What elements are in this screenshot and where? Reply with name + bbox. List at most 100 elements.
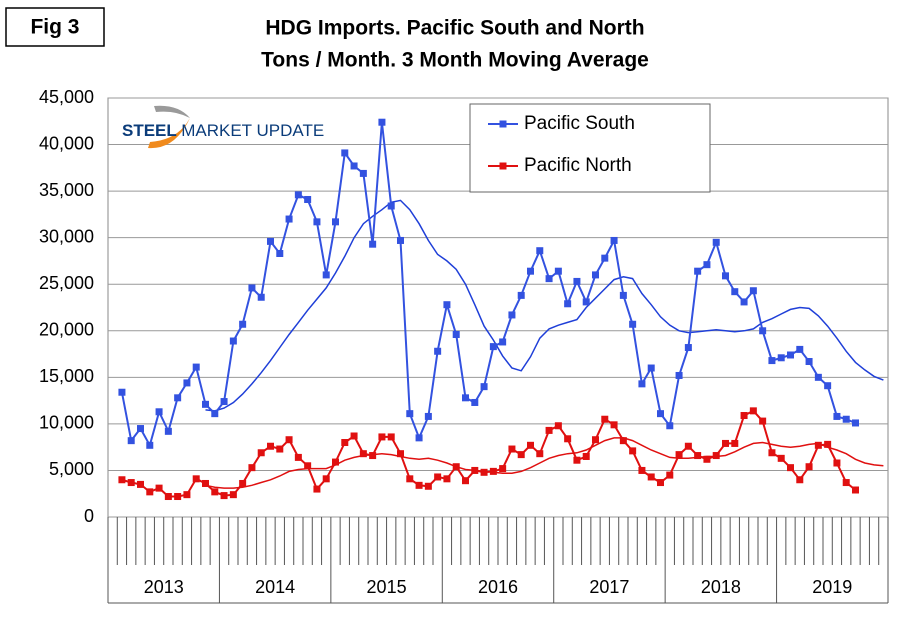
marker bbox=[833, 459, 841, 467]
marker bbox=[592, 436, 599, 444]
marker bbox=[202, 400, 209, 408]
marker bbox=[824, 382, 832, 390]
marker bbox=[842, 479, 850, 487]
logo-text-b: MARKET UPDATE bbox=[181, 121, 324, 140]
marker bbox=[285, 215, 293, 223]
marker bbox=[768, 449, 776, 457]
marker bbox=[796, 345, 804, 353]
marker bbox=[443, 301, 451, 309]
marker bbox=[480, 383, 488, 391]
y-tick-label: 40,000 bbox=[39, 133, 94, 153]
marker bbox=[777, 454, 785, 462]
y-tick-label: 30,000 bbox=[39, 226, 94, 246]
marker bbox=[220, 398, 228, 406]
marker bbox=[740, 298, 748, 306]
marker bbox=[304, 462, 312, 470]
marker bbox=[545, 426, 553, 434]
marker bbox=[499, 465, 507, 473]
year-label: 2013 bbox=[144, 577, 184, 597]
marker bbox=[406, 410, 414, 418]
marker bbox=[787, 351, 794, 359]
y-tick-label: 0 bbox=[84, 506, 94, 526]
marker bbox=[508, 445, 516, 453]
logo-swoosh-2 bbox=[154, 105, 190, 118]
marker bbox=[332, 458, 339, 466]
marker bbox=[814, 441, 822, 449]
marker bbox=[462, 394, 469, 402]
marker bbox=[378, 118, 386, 126]
marker bbox=[508, 311, 516, 319]
marker bbox=[814, 373, 822, 381]
marker bbox=[397, 236, 404, 244]
marker bbox=[211, 410, 219, 418]
marker bbox=[740, 412, 748, 420]
marker bbox=[137, 480, 144, 488]
marker bbox=[313, 485, 321, 493]
marker bbox=[257, 293, 265, 301]
marker bbox=[239, 320, 247, 328]
marker bbox=[229, 491, 237, 499]
marker bbox=[155, 408, 163, 416]
marker bbox=[638, 380, 646, 388]
marker bbox=[183, 491, 191, 499]
marker bbox=[647, 473, 655, 481]
marker bbox=[174, 394, 182, 402]
marker bbox=[629, 320, 637, 328]
marker bbox=[220, 492, 228, 500]
marker bbox=[489, 467, 497, 475]
marker bbox=[434, 473, 442, 481]
marker bbox=[118, 476, 126, 484]
marker bbox=[359, 169, 367, 177]
marker bbox=[174, 493, 182, 501]
marker bbox=[675, 371, 683, 379]
year-label: 2016 bbox=[478, 577, 518, 597]
marker bbox=[638, 466, 646, 474]
marker bbox=[378, 433, 386, 441]
marker bbox=[183, 379, 191, 387]
year-label: 2014 bbox=[255, 577, 295, 597]
figure-label-box bbox=[5, 7, 105, 47]
marker bbox=[127, 437, 135, 445]
marker bbox=[545, 275, 553, 283]
marker bbox=[341, 149, 349, 157]
year-label: 2019 bbox=[812, 577, 852, 597]
y-tick-label: 45,000 bbox=[39, 87, 94, 107]
marker bbox=[564, 300, 572, 308]
marker bbox=[285, 436, 293, 444]
y-tick-label: 15,000 bbox=[39, 366, 94, 386]
marker bbox=[722, 439, 729, 447]
y-tick-label: 25,000 bbox=[39, 273, 94, 293]
marker bbox=[536, 247, 544, 255]
marker bbox=[787, 464, 794, 472]
marker bbox=[443, 475, 451, 483]
marker bbox=[703, 261, 711, 269]
marker bbox=[564, 435, 572, 443]
marker bbox=[164, 493, 172, 501]
marker bbox=[684, 344, 692, 352]
legend-label: Pacific South bbox=[524, 113, 635, 134]
marker bbox=[471, 466, 479, 474]
marker bbox=[573, 456, 581, 464]
marker bbox=[480, 468, 488, 476]
marker bbox=[527, 441, 534, 449]
marker bbox=[267, 442, 274, 450]
y-tick-label: 35,000 bbox=[39, 180, 94, 200]
marker bbox=[722, 272, 729, 280]
marker bbox=[137, 425, 144, 433]
marker bbox=[341, 439, 349, 447]
trend-line bbox=[205, 199, 884, 412]
marker bbox=[424, 482, 432, 490]
marker bbox=[387, 433, 395, 441]
marker bbox=[554, 267, 562, 275]
marker bbox=[127, 479, 135, 487]
marker bbox=[304, 195, 312, 203]
marker bbox=[248, 464, 256, 472]
marker bbox=[322, 271, 330, 279]
marker bbox=[313, 218, 321, 226]
marker bbox=[712, 452, 720, 460]
marker bbox=[852, 419, 859, 427]
marker bbox=[582, 298, 590, 306]
marker bbox=[768, 357, 776, 365]
marker bbox=[536, 450, 544, 458]
legend-label: Pacific North bbox=[524, 155, 632, 176]
